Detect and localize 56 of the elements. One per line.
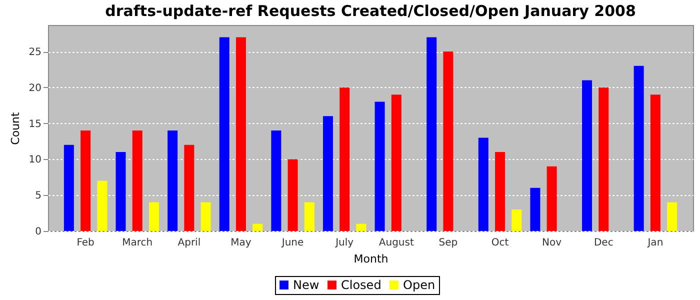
bar xyxy=(219,37,230,231)
bar xyxy=(271,130,282,231)
y-axis-title: Count xyxy=(8,111,22,145)
x-tick-label: May xyxy=(230,238,252,248)
x-axis-title: Month xyxy=(354,252,388,266)
bar xyxy=(374,102,385,231)
y-tick-label: 5 xyxy=(35,190,42,202)
bar xyxy=(304,202,314,231)
y-tick-label: 0 xyxy=(35,226,42,238)
legend-label: Open xyxy=(403,278,436,292)
x-tick-label: Sep xyxy=(438,238,458,248)
bar xyxy=(426,37,437,231)
bar xyxy=(340,87,350,231)
bar xyxy=(252,224,263,231)
y-tick-label: 20 xyxy=(28,82,42,94)
bar xyxy=(667,202,678,231)
legend-label: New xyxy=(293,278,320,292)
x-tick-label: Feb xyxy=(76,238,94,248)
bar xyxy=(64,144,74,231)
bar xyxy=(288,159,298,231)
y-tick-label: 10 xyxy=(28,154,42,166)
x-tick-label: Nov xyxy=(542,238,562,248)
x-tick-label: July xyxy=(334,238,354,248)
x-tick-label: Dec xyxy=(594,238,614,248)
bar xyxy=(322,116,333,231)
bar xyxy=(132,130,142,231)
x-tick-label: Jan xyxy=(646,238,664,248)
y-tick-label: 25 xyxy=(28,47,42,58)
bar xyxy=(443,52,454,231)
bar xyxy=(356,224,366,231)
x-tick-label: Oct xyxy=(491,238,509,248)
bar xyxy=(650,94,660,231)
x-tick-label: March xyxy=(122,238,153,248)
bar xyxy=(530,188,540,231)
bar xyxy=(148,202,159,231)
bar xyxy=(168,130,178,231)
bar xyxy=(495,152,506,231)
y-tick-label: 15 xyxy=(28,118,42,130)
bar xyxy=(200,202,211,231)
bar xyxy=(512,209,522,231)
chart-title: drafts-update-ref Requests Created/Closed/Open January 2008 xyxy=(105,2,636,20)
bar xyxy=(80,130,91,231)
x-tick-label: June xyxy=(280,238,304,248)
bar xyxy=(478,138,488,231)
bar xyxy=(391,94,402,231)
bar xyxy=(634,66,644,231)
bar xyxy=(236,37,246,231)
legend-label: Closed xyxy=(341,278,382,292)
bar xyxy=(184,144,194,231)
bar xyxy=(582,80,592,231)
bar xyxy=(546,166,557,231)
x-tick-label: August xyxy=(378,238,414,248)
bar xyxy=(598,87,609,231)
bar xyxy=(116,152,126,231)
bar xyxy=(97,180,108,231)
x-tick-label: April xyxy=(178,238,201,248)
